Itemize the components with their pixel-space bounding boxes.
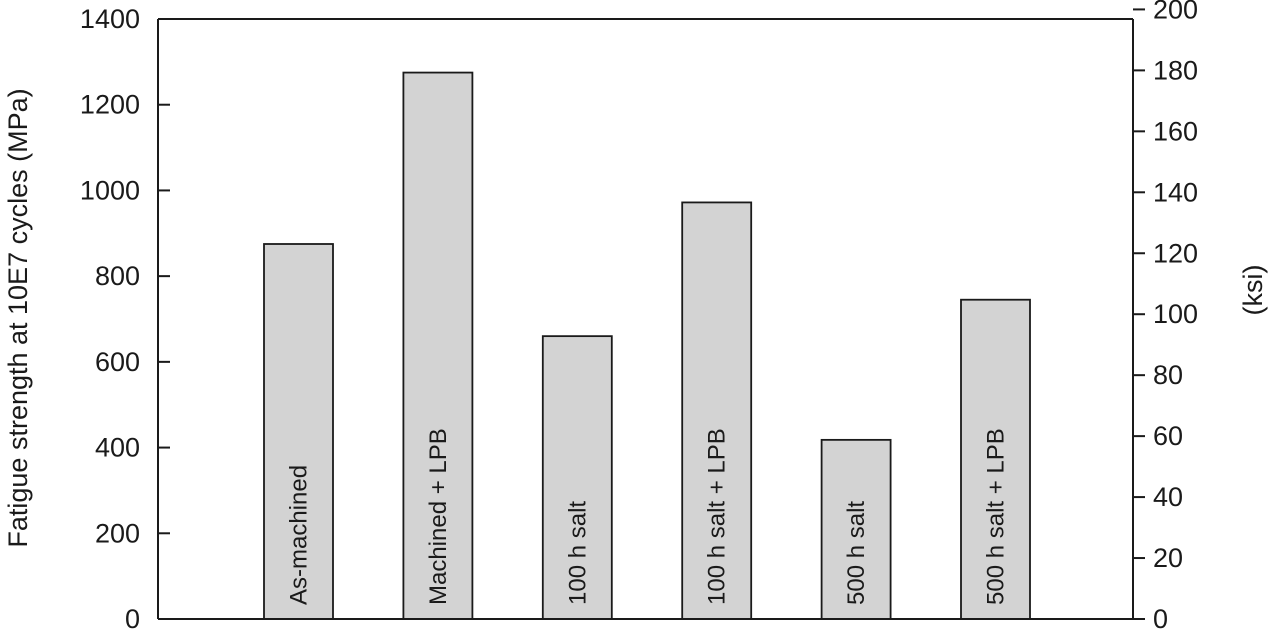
y-tick-label-right-2: 40 (1153, 482, 1183, 512)
y-tick-label-right-0: 0 (1153, 604, 1168, 634)
y-tick-label-right-1: 20 (1153, 543, 1183, 573)
bar-3 (541, 335, 613, 620)
y-tick-label-left-1: 200 (95, 518, 140, 548)
y-tick-label-right-8: 160 (1153, 116, 1198, 146)
y-tick-label-right-4: 80 (1153, 360, 1183, 390)
y-tick-label-left-2: 400 (95, 433, 140, 463)
y-tick-label-left-4: 800 (95, 261, 140, 291)
bar-label-5: 500 h salt (843, 501, 870, 605)
bar-2 (402, 71, 474, 620)
y-axis-left-title: Fatigue strength at 10E7 cycles (MPa) (3, 88, 33, 547)
y-tick-label-left-3: 600 (95, 347, 140, 377)
y-tick-label-right-3: 60 (1153, 421, 1183, 451)
bar-label-1: As-machined (286, 465, 313, 605)
y-tick-label-right-7: 140 (1153, 177, 1198, 207)
bar-label-6: 500 h salt + LPB (983, 428, 1010, 605)
y-axis-right-title: (ksi) (1238, 265, 1268, 316)
bar-6 (960, 298, 1031, 620)
y-tick-label-right-6: 120 (1153, 238, 1198, 268)
y-tick-label-right-5: 100 (1153, 299, 1198, 329)
y-tick-label-left-5: 1000 (80, 175, 140, 205)
bar-1 (263, 243, 334, 620)
bar-4 (681, 201, 753, 620)
y-tick-label-right-9: 180 (1153, 55, 1198, 85)
y-tick-label-left-7: 1400 (80, 4, 140, 34)
bar-label-4: 100 h salt + LPB (704, 428, 731, 605)
bar-label-3: 100 h salt (564, 501, 591, 605)
y-tick-label-right-10: 200 (1153, 0, 1198, 24)
y-tick-label-left-0: 0 (125, 604, 140, 634)
y-tick-label-left-6: 1200 (80, 90, 140, 120)
bar-label-2: Machined + LPB (425, 428, 452, 605)
